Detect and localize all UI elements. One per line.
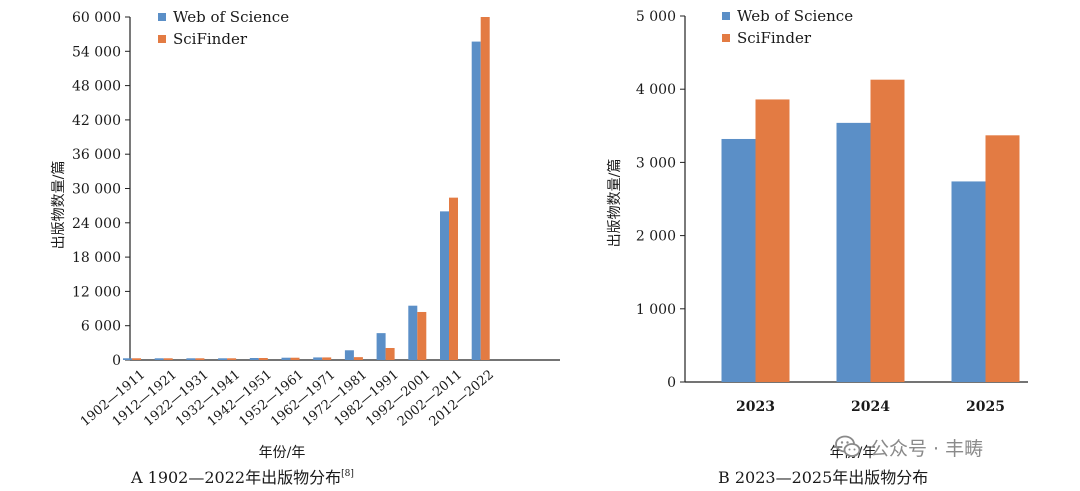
caption-reference: [8] xyxy=(341,469,354,479)
y-tick-label: 42 000 xyxy=(72,113,121,129)
y-tick-label: 2 000 xyxy=(636,229,676,245)
caption-label: A xyxy=(130,468,148,487)
watermark-text: 公众号 · 丰畴 xyxy=(870,437,984,460)
bar-web-of-science xyxy=(154,358,164,360)
bar-scifinder xyxy=(353,357,363,360)
x-tick-label: 2024 xyxy=(851,399,890,415)
y-tick-label: 1 000 xyxy=(636,302,676,318)
bar-scifinder xyxy=(132,358,141,360)
caption-label: B xyxy=(718,468,735,487)
y-tick-label: 30 000 xyxy=(72,182,121,198)
y-tick-label: 36 000 xyxy=(72,147,121,163)
y-tick-label: 6 000 xyxy=(81,319,121,335)
bar-web-of-science xyxy=(186,358,196,360)
y-tick-label: 0 xyxy=(112,353,121,369)
bar-scifinder xyxy=(480,17,490,360)
bar-web-of-science xyxy=(836,122,871,382)
chart-a: 0 6 000 12 000 18 000 24 000 30 000 36 000 42 0… xyxy=(51,8,560,487)
bar-web-of-science xyxy=(440,211,449,360)
y-tick-label: 60 000 xyxy=(72,10,121,26)
y-tick-label: 12 000 xyxy=(72,284,121,300)
bar-scifinder xyxy=(258,357,268,360)
bar-scifinder xyxy=(985,135,1020,382)
y-tick-label: 48 000 xyxy=(72,79,121,95)
x-tick-label: 2025 xyxy=(966,399,1005,415)
bar-web-of-science xyxy=(123,358,132,360)
bar-web-of-science xyxy=(951,181,986,382)
x-axis-title: 年份/年 xyxy=(259,445,306,461)
y-tick-label: 24 000 xyxy=(72,216,121,232)
bar-scifinder xyxy=(417,311,427,360)
bar-web-of-science xyxy=(313,357,323,360)
legend-label: SciFinder xyxy=(173,30,248,48)
legend-label: Web of Science xyxy=(737,7,853,25)
bar-web-of-science xyxy=(376,333,386,360)
chart-caption: B 2023—2025年出版物分布 xyxy=(718,468,928,487)
y-tick-label: 54 000 xyxy=(72,44,121,60)
legend-swatch xyxy=(158,35,166,43)
x-tick-label: 2023 xyxy=(736,399,775,415)
y-tick-label: 18 000 xyxy=(72,250,121,266)
bar-web-of-science xyxy=(471,41,481,360)
bar-scifinder xyxy=(870,79,905,383)
y-axis-title: 出版物数量/篇 xyxy=(607,159,623,248)
y-tick-label: 5 000 xyxy=(636,9,676,25)
legend-swatch xyxy=(722,12,730,20)
caption-text: 1902—2022年出版物分布 xyxy=(148,468,341,487)
y-tick-label: 0 xyxy=(667,375,676,391)
bar-scifinder xyxy=(195,358,205,360)
bar-web-of-science xyxy=(721,138,756,382)
caption-text: 2023—2025年出版物分布 xyxy=(735,468,928,487)
y-tick-label: 3 000 xyxy=(636,155,676,171)
bar-web-of-science xyxy=(218,358,228,360)
bar-web-of-science xyxy=(249,357,259,360)
bar-scifinder xyxy=(449,197,458,360)
bar-web-of-science xyxy=(408,305,418,360)
bar-scifinder xyxy=(227,358,237,360)
legend-swatch xyxy=(158,13,166,21)
bar-scifinder xyxy=(322,357,332,360)
wechat-icon xyxy=(835,435,861,457)
bar-web-of-science xyxy=(344,350,354,360)
legend-label: SciFinder xyxy=(737,29,812,47)
y-axis-title: 出版物数量/篇 xyxy=(51,161,67,250)
legend-swatch xyxy=(722,34,730,42)
bar-scifinder xyxy=(755,99,790,382)
y-tick-label: 4 000 xyxy=(636,82,676,98)
bar-web-of-science xyxy=(281,357,291,360)
legend-label: Web of Science xyxy=(173,8,289,26)
chart-caption: A 1902—2022年出版物分布[8] xyxy=(130,468,354,487)
bar-scifinder xyxy=(385,347,395,360)
watermark: 公众号 · 丰畴 xyxy=(834,432,983,462)
bar-scifinder xyxy=(163,358,173,360)
chart-b: 0 1 000 2 000 3 000 4 000 5 000 2023 2024 2025 We… xyxy=(607,7,1028,487)
bar-scifinder xyxy=(290,357,300,360)
